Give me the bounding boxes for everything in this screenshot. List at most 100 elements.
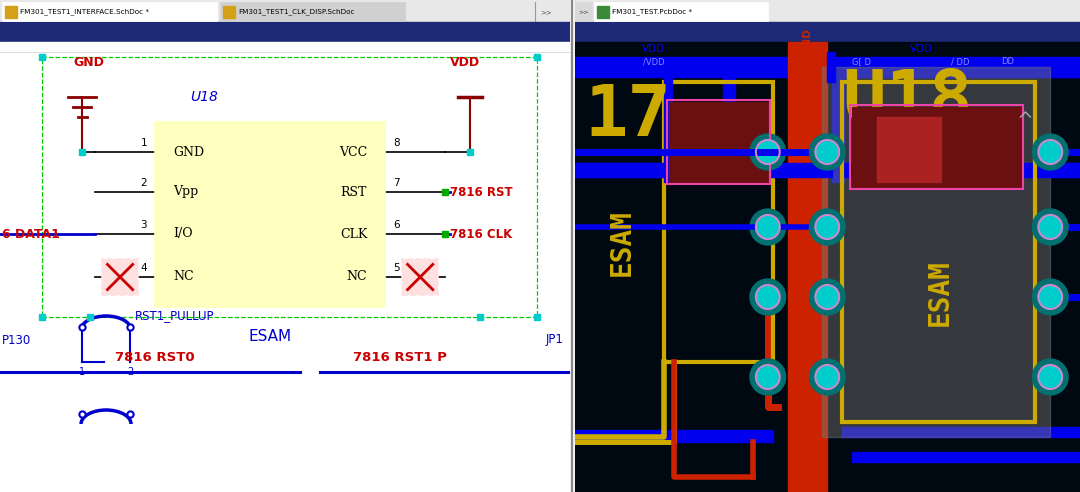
Text: 2: 2: [127, 367, 133, 377]
Circle shape: [809, 134, 846, 170]
Text: VDD: VDD: [450, 56, 481, 69]
Text: VCC: VCC: [339, 146, 367, 158]
Text: 5: 5: [393, 263, 400, 273]
Text: >>: >>: [578, 9, 589, 14]
Circle shape: [750, 279, 785, 315]
Text: 7: 7: [393, 178, 400, 188]
Text: JP1: JP1: [545, 334, 563, 346]
Circle shape: [1032, 279, 1068, 315]
Circle shape: [809, 279, 846, 315]
Text: U18: U18: [842, 67, 973, 136]
Text: P130: P130: [2, 334, 31, 346]
Text: FM301_TEST.PcbDoc *: FM301_TEST.PcbDoc *: [612, 9, 692, 15]
Text: /VDD: /VDD: [643, 58, 664, 66]
Circle shape: [1038, 215, 1062, 239]
Bar: [220, 2, 405, 21]
Bar: [850, 105, 1023, 189]
Bar: [575, 163, 1080, 177]
Circle shape: [1038, 285, 1062, 309]
Circle shape: [809, 359, 846, 395]
Bar: [575, 163, 833, 177]
Text: 5: 5: [1048, 372, 1053, 381]
Bar: [5, 6, 17, 18]
Text: 4: 4: [140, 263, 147, 273]
Text: GND: GND: [73, 56, 104, 69]
Circle shape: [756, 140, 780, 164]
Bar: [102, 259, 138, 295]
Text: 6 DATA1: 6 DATA1: [2, 227, 59, 241]
Bar: [597, 6, 609, 18]
Text: I/O: I/O: [173, 227, 192, 241]
Circle shape: [756, 285, 780, 309]
Text: NC: NC: [347, 271, 367, 283]
Bar: [664, 82, 773, 362]
Bar: [594, 2, 768, 21]
Bar: [877, 117, 942, 182]
Bar: [224, 6, 235, 18]
Bar: [787, 42, 827, 492]
Text: RST1_PULLUP: RST1_PULLUP: [135, 309, 215, 322]
Bar: [724, 72, 735, 182]
Text: FM301_TEST1_INTERFACE.SchDoc *: FM301_TEST1_INTERFACE.SchDoc *: [21, 9, 149, 15]
Circle shape: [815, 215, 839, 239]
Circle shape: [815, 285, 839, 309]
Text: 4: 4: [825, 372, 829, 381]
Bar: [833, 72, 845, 182]
Text: 5: 5: [766, 372, 770, 381]
Text: / DD: / DD: [951, 58, 970, 66]
Text: VDD: VDD: [909, 44, 933, 54]
Circle shape: [1032, 209, 1068, 245]
Circle shape: [809, 209, 846, 245]
Text: CLK: CLK: [340, 227, 367, 241]
Bar: [664, 72, 672, 182]
Bar: [2, 2, 217, 21]
Text: 6: 6: [393, 220, 400, 230]
Bar: [951, 117, 1005, 182]
Bar: [156, 122, 386, 307]
Text: FM301_TEST1_CLK_DISP.SchDoc: FM301_TEST1_CLK_DISP.SchDoc: [238, 9, 354, 15]
Bar: [0, 22, 570, 42]
Text: 2: 2: [825, 222, 829, 232]
Circle shape: [815, 140, 839, 164]
Text: 7816 RST: 7816 RST: [450, 185, 513, 198]
Text: VDD: VDD: [643, 44, 665, 54]
Bar: [575, 2, 593, 21]
Text: ESAM: ESAM: [926, 258, 954, 326]
Text: GND: GND: [173, 146, 204, 158]
Text: 7816 RST1 P: 7816 RST1 P: [353, 351, 447, 364]
Text: 7816 CLK: 7816 CLK: [450, 227, 512, 241]
Bar: [575, 57, 1080, 77]
Circle shape: [1038, 365, 1062, 389]
Bar: [669, 102, 768, 182]
Bar: [852, 107, 1021, 187]
Bar: [575, 0, 1080, 22]
Circle shape: [1038, 140, 1062, 164]
Bar: [842, 82, 1036, 422]
Text: 2: 2: [140, 178, 147, 188]
Circle shape: [750, 359, 785, 395]
Bar: [42, 57, 537, 317]
Circle shape: [1032, 134, 1068, 170]
Bar: [827, 52, 835, 82]
Bar: [842, 163, 1080, 177]
Bar: [822, 67, 1050, 437]
Text: DD: DD: [1001, 58, 1014, 66]
Text: >>: >>: [540, 9, 552, 15]
Text: GND: GND: [805, 179, 814, 205]
Text: G[ D: G[ D: [852, 58, 872, 66]
Text: Vpp: Vpp: [173, 185, 199, 198]
Text: ESAM: ESAM: [608, 209, 636, 276]
Text: U18: U18: [190, 90, 218, 104]
Circle shape: [750, 209, 785, 245]
Circle shape: [756, 365, 780, 389]
Text: 1: 1: [79, 367, 85, 377]
Bar: [575, 430, 773, 442]
Text: GND: GND: [802, 28, 812, 54]
Text: ESAM: ESAM: [248, 329, 292, 344]
Text: NC: NC: [173, 271, 193, 283]
Text: RST: RST: [341, 185, 367, 198]
Text: 7816 RST0: 7816 RST0: [116, 351, 194, 364]
Bar: [666, 100, 770, 184]
Circle shape: [756, 215, 780, 239]
Bar: [0, 0, 570, 22]
